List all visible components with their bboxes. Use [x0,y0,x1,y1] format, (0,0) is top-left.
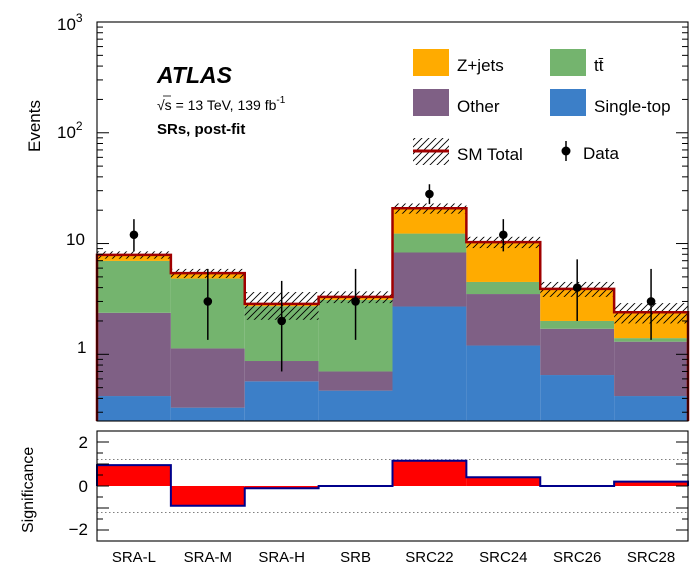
y-tick-1000: 103 [57,11,83,34]
category-labels: SRA-L SRA-M SRA-H SRB SRC22 SRC24 SRC26 SRC28 [112,549,675,566]
legend: Z+jets tt̄ Other Single-top SM Total Dat… [413,49,671,165]
bar-singletop-src22 [393,307,467,421]
category-label-sra-m: SRA-M [184,549,232,566]
legend-label-other: Other [457,97,500,116]
bar-other-src22 [393,253,467,307]
legend-marker-data [562,147,571,156]
bar-tt-src26 [540,321,614,329]
y-axis-label: Events [25,100,44,152]
bar-other-src26 [540,329,614,375]
atlas-label: ATLAS [156,62,233,88]
category-label-sra-h: SRA-H [258,549,305,566]
legend-label-singletop: Single-top [594,97,671,116]
main-panel: Events 103 102 10 1 ATLAS √s = 13 TeV, 1… [25,11,688,421]
bar-other-sra-m [171,348,245,407]
significance-bar-src24 [466,477,540,486]
data-point-src28 [647,297,656,306]
y-tick-10: 10 [66,230,85,249]
y-tick-1: 1 [77,338,86,357]
bar-singletop-src24 [466,346,540,421]
region-label: SRs, post-fit [157,121,245,138]
bar-other-src28 [614,342,688,396]
bar-other-srb [319,371,393,390]
bar-singletop-sra-h [245,381,319,421]
legend-swatch-singletop [550,89,586,116]
bar-singletop-src26 [540,375,614,421]
bar-singletop-srb [319,391,393,421]
legend-label-data: Data [583,144,619,163]
bar-singletop-src28 [614,396,688,421]
data-point-sra-l [130,230,139,239]
legend-label-sm-total: SM Total [457,145,523,164]
bar-singletop-sra-l [97,396,171,421]
bar-tt-src22 [393,234,467,253]
category-label-src22: SRC22 [405,549,453,566]
data-point-src26 [573,283,582,292]
y-tick-100: 102 [57,119,83,142]
data-point-sra-h [277,317,286,326]
significance-bar-sra-l [97,465,171,486]
data-point-src22 [425,190,434,199]
legend-label-zjets: Z+jets [457,56,504,75]
legend-swatch-zjets [413,49,449,76]
significance-axis-label: Significance [20,447,37,533]
legend-swatch-ttbar [550,49,586,76]
bar-singletop-sra-m [171,408,245,421]
category-label-src28: SRC28 [627,549,675,566]
bar-tt-sra-l [97,261,171,313]
bar-other-src24 [466,294,540,345]
category-label-src24: SRC24 [479,549,527,566]
legend-swatch-other [413,89,449,116]
data-point-sra-m [204,297,213,306]
significance-bar-src22 [393,461,467,486]
significance-panel: Significance 2 0 −2 [20,431,688,541]
bar-tt-src24 [466,282,540,294]
category-label-src26: SRC26 [553,549,601,566]
category-label-srb: SRB [340,549,371,566]
category-label-sra-l: SRA-L [112,549,156,566]
energy-lumi-label: √s = 13 TeV, 139 fb-1 [157,95,286,113]
significance-bar-sra-m [171,486,245,506]
legend-label-ttbar: tt̄ [594,56,604,75]
sig-tick-0: 0 [79,477,88,496]
data-point-src24 [499,230,508,239]
significance-bars [97,460,688,513]
data-point-srb [351,297,360,306]
sig-tick-minus2: −2 [69,520,88,539]
sig-tick-2: 2 [79,433,88,452]
